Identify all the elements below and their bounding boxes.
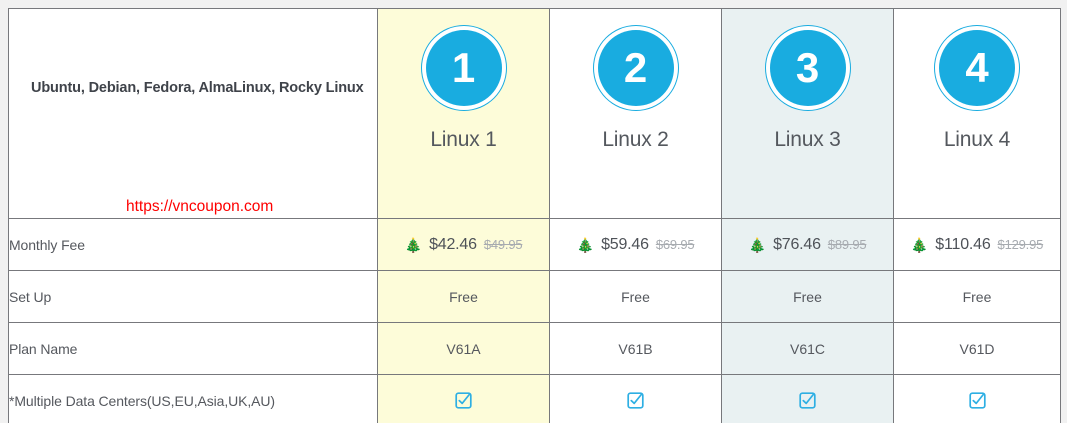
plan-title-2: Linux 2 xyxy=(602,128,669,151)
table-row: Set Up Free Free Free Free xyxy=(8,270,1061,323)
plan-title-3: Linux 3 xyxy=(774,128,841,151)
price-current: $110.46 xyxy=(935,235,991,253)
monthly-fee-plan-3: 🎄 $76.46 $89.95 xyxy=(721,218,894,271)
header-plan-4[interactable]: 4 Linux 4 xyxy=(893,8,1061,219)
christmas-tree-icon: 🎄 xyxy=(748,236,767,253)
pricing-comparison-table: Ubuntu, Debian, Fedora, AlmaLinux, Rocky… xyxy=(8,8,1061,423)
row-label-data-centers: *Multiple Data Centers(US,EU,Asia,UK,AU) xyxy=(8,374,378,423)
table-row: Plan Name V61A V61B V61C V61D xyxy=(8,322,1061,375)
price-original: $49.95 xyxy=(483,237,523,252)
price-original: $129.95 xyxy=(997,237,1044,252)
plan-badge-1: 1 xyxy=(425,30,502,106)
data-centers-plan-4 xyxy=(893,374,1061,423)
monthly-fee-plan-4: 🎄 $110.46 $129.95 xyxy=(893,218,1061,271)
data-centers-plan-3 xyxy=(721,374,894,423)
table-row: *Multiple Data Centers(US,EU,Asia,UK,AU) xyxy=(8,374,1061,423)
row-label-plan-name: Plan Name xyxy=(8,322,378,375)
checkbox-checked-icon xyxy=(799,392,816,410)
checkbox-checked-icon xyxy=(627,392,644,410)
row-label-monthly-fee: Monthly Fee xyxy=(8,218,378,271)
monthly-fee-plan-1: 🎄 $42.46 $49.95 xyxy=(377,218,550,271)
monthly-fee-plan-2: 🎄 $59.46 $69.95 xyxy=(549,218,722,271)
set-up-plan-2: Free xyxy=(549,270,722,323)
plan-name-plan-4: V61D xyxy=(893,322,1061,375)
set-up-plan-3: Free xyxy=(721,270,894,323)
plan-badge-2: 2 xyxy=(597,30,674,106)
price-original: $69.95 xyxy=(655,237,695,252)
price-original: $89.95 xyxy=(827,237,867,252)
row-label-set-up: Set Up xyxy=(8,270,378,323)
watermark-url: https://vncoupon.com xyxy=(126,198,274,215)
table-row: Monthly Fee 🎄 $42.46 $49.95 🎄 $59.46 $69… xyxy=(8,218,1061,271)
plan-title-4: Linux 4 xyxy=(943,128,1011,151)
set-up-plan-4: Free xyxy=(893,270,1061,323)
table-header-row: Ubuntu, Debian, Fedora, AlmaLinux, Rocky… xyxy=(8,8,1061,219)
data-centers-plan-2 xyxy=(549,374,722,423)
christmas-tree-icon: 🎄 xyxy=(404,236,423,253)
header-plan-3[interactable]: 3 Linux 3 xyxy=(721,8,894,219)
plan-name-plan-3: V61C xyxy=(721,322,894,375)
plan-name-plan-2: V61B xyxy=(549,322,722,375)
christmas-tree-icon: 🎄 xyxy=(910,236,929,253)
plan-title-1: Linux 1 xyxy=(430,128,497,151)
set-up-plan-1: Free xyxy=(377,270,550,323)
checkbox-checked-icon xyxy=(455,392,472,410)
data-centers-plan-1 xyxy=(377,374,550,423)
checkbox-checked-icon xyxy=(968,392,986,410)
price-current: $42.46 xyxy=(429,235,477,253)
header-plan-2[interactable]: 2 Linux 2 xyxy=(549,8,722,219)
price-current: $76.46 xyxy=(773,235,821,253)
header-feature-cell: Ubuntu, Debian, Fedora, AlmaLinux, Rocky… xyxy=(8,8,378,219)
plan-badge-3: 3 xyxy=(769,30,846,106)
plan-badge-4: 4 xyxy=(939,30,1015,106)
plan-name-plan-1: V61A xyxy=(377,322,550,375)
os-list-title: Ubuntu, Debian, Fedora, AlmaLinux, Rocky… xyxy=(31,80,364,96)
header-plan-1[interactable]: 1 Linux 1 xyxy=(377,8,550,219)
christmas-tree-icon: 🎄 xyxy=(576,236,595,253)
price-current: $59.46 xyxy=(601,235,649,253)
